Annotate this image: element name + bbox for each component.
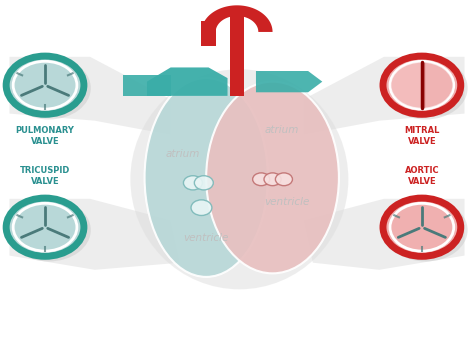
Circle shape [383,56,461,114]
Polygon shape [201,21,216,46]
Circle shape [383,198,468,262]
Text: PULMONARY
VALVE: PULMONARY VALVE [16,126,74,146]
Text: atrium: atrium [165,149,200,159]
Ellipse shape [206,82,339,273]
Polygon shape [230,14,244,96]
Ellipse shape [145,78,268,277]
Circle shape [4,197,86,258]
Polygon shape [147,67,228,96]
Text: TRICUSPID
VALVE: TRICUSPID VALVE [20,166,70,186]
Circle shape [383,198,461,256]
Wedge shape [422,62,453,109]
Circle shape [390,203,454,251]
Circle shape [383,56,468,120]
Text: MITRAL
VALVE: MITRAL VALVE [404,126,439,146]
Circle shape [7,198,91,262]
Polygon shape [256,71,322,92]
Circle shape [7,56,91,120]
Circle shape [381,55,463,116]
Circle shape [6,198,84,256]
Wedge shape [391,62,422,109]
Circle shape [264,173,281,186]
Circle shape [194,176,213,190]
Circle shape [183,176,202,190]
Circle shape [191,200,212,215]
Text: ventricle: ventricle [264,197,310,207]
Polygon shape [9,199,180,270]
Polygon shape [123,75,171,96]
Circle shape [253,173,270,186]
Circle shape [13,203,77,251]
Circle shape [4,55,86,116]
Polygon shape [303,199,465,270]
Polygon shape [303,57,465,135]
Text: AORTIC
VALVE: AORTIC VALVE [404,166,439,186]
Circle shape [381,197,463,258]
Circle shape [6,56,84,114]
Ellipse shape [130,69,348,289]
Polygon shape [9,57,171,135]
Circle shape [390,61,454,109]
Text: atrium: atrium [265,125,299,135]
Polygon shape [201,5,273,32]
Circle shape [275,173,292,186]
Circle shape [13,61,77,109]
Text: ventricle: ventricle [183,233,229,243]
